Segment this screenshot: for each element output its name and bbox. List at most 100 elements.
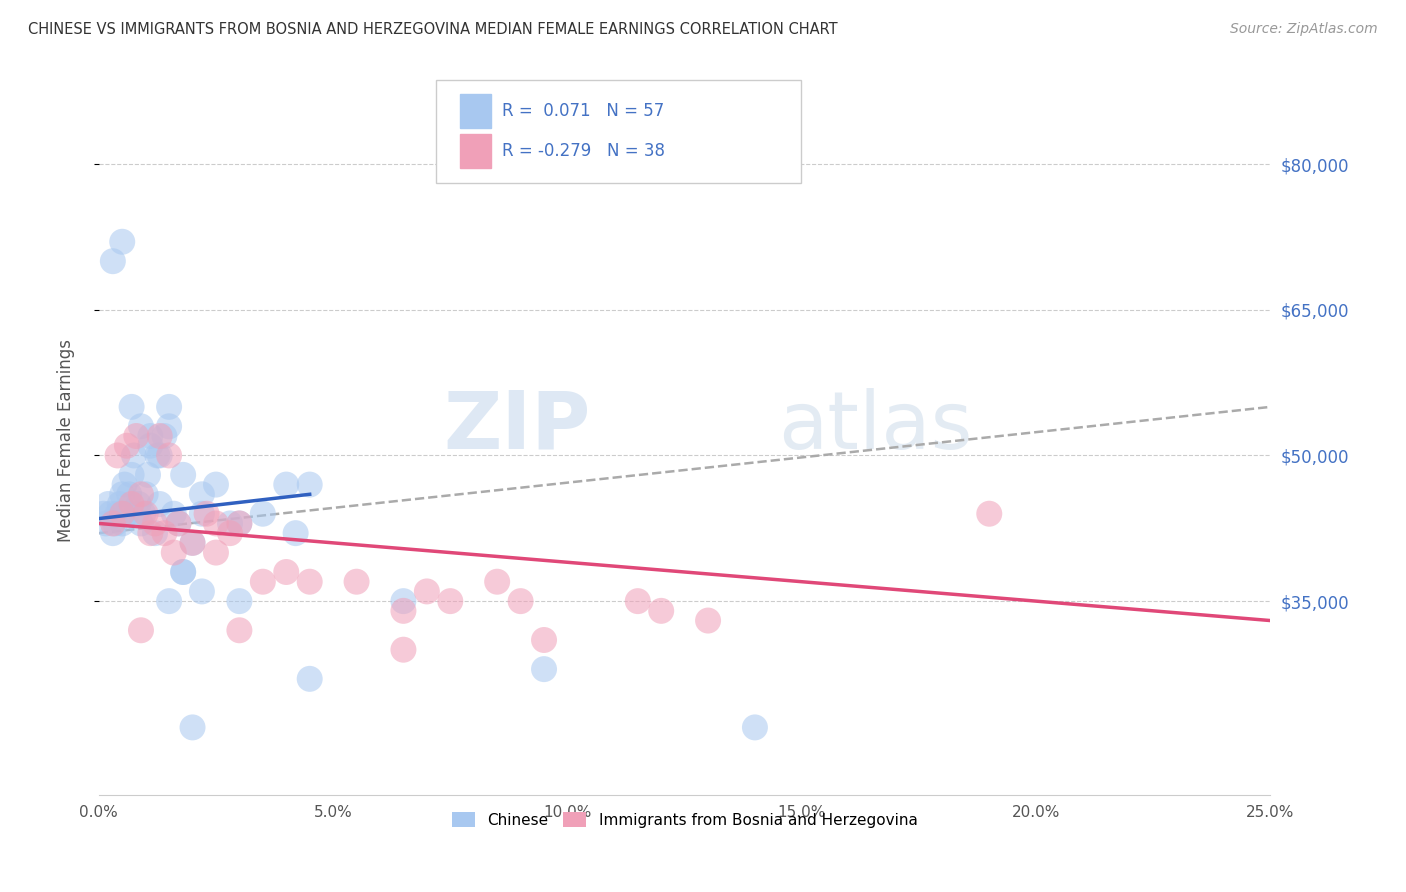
Point xyxy=(139,429,162,443)
Point xyxy=(125,429,148,443)
Point xyxy=(129,487,152,501)
Point xyxy=(627,594,650,608)
Point xyxy=(744,720,766,734)
Point xyxy=(129,419,152,434)
Point xyxy=(157,419,180,434)
Point xyxy=(111,516,134,531)
Point xyxy=(146,449,169,463)
Text: R =  0.071   N = 57: R = 0.071 N = 57 xyxy=(502,102,664,120)
Point xyxy=(167,516,190,531)
Point xyxy=(129,516,152,531)
Point xyxy=(115,439,138,453)
Point xyxy=(135,507,157,521)
Point xyxy=(228,516,250,531)
Point xyxy=(143,526,166,541)
Point xyxy=(108,497,131,511)
Point xyxy=(104,516,127,531)
Point xyxy=(114,477,136,491)
Point xyxy=(228,516,250,531)
Point xyxy=(157,400,180,414)
Point xyxy=(132,507,155,521)
Point xyxy=(219,526,242,541)
Point xyxy=(163,507,186,521)
Point xyxy=(392,594,415,608)
Point xyxy=(298,672,321,686)
Point xyxy=(149,497,172,511)
Point xyxy=(650,604,672,618)
Point xyxy=(533,632,555,647)
Point xyxy=(195,507,218,521)
Point xyxy=(172,565,194,579)
Point xyxy=(205,477,228,491)
Text: atlas: atlas xyxy=(779,388,973,466)
Point xyxy=(101,526,124,541)
Point xyxy=(392,604,415,618)
Point xyxy=(392,642,415,657)
Point xyxy=(135,487,157,501)
Point xyxy=(191,584,214,599)
Text: R = -0.279   N = 38: R = -0.279 N = 38 xyxy=(502,142,665,160)
Point xyxy=(181,720,204,734)
Point xyxy=(486,574,509,589)
Point xyxy=(979,507,1001,521)
Point xyxy=(93,507,115,521)
Point xyxy=(284,526,307,541)
Point xyxy=(157,449,180,463)
Point xyxy=(181,536,204,550)
Point xyxy=(219,516,242,531)
Point xyxy=(346,574,368,589)
Point xyxy=(439,594,461,608)
Point xyxy=(111,235,134,249)
Legend: Chinese, Immigrants from Bosnia and Herzegovina: Chinese, Immigrants from Bosnia and Herz… xyxy=(446,805,924,834)
Point xyxy=(205,545,228,559)
Point xyxy=(228,594,250,608)
Point xyxy=(143,516,166,531)
Point xyxy=(416,584,439,599)
Point xyxy=(157,594,180,608)
Point xyxy=(276,477,298,491)
Point xyxy=(115,507,138,521)
Point xyxy=(118,487,141,501)
Point xyxy=(533,662,555,676)
Point xyxy=(167,516,190,531)
Point xyxy=(122,449,145,463)
Point xyxy=(298,477,321,491)
Point xyxy=(252,507,274,521)
Point xyxy=(107,449,129,463)
Point xyxy=(139,526,162,541)
Point xyxy=(252,574,274,589)
Point xyxy=(136,467,159,482)
Text: Source: ZipAtlas.com: Source: ZipAtlas.com xyxy=(1230,22,1378,37)
Y-axis label: Median Female Earnings: Median Female Earnings xyxy=(58,339,75,542)
Point xyxy=(101,516,124,531)
Point xyxy=(149,449,172,463)
Point xyxy=(139,439,162,453)
Text: CHINESE VS IMMIGRANTS FROM BOSNIA AND HERZEGOVINA MEDIAN FEMALE EARNINGS CORRELA: CHINESE VS IMMIGRANTS FROM BOSNIA AND HE… xyxy=(28,22,838,37)
Point xyxy=(276,565,298,579)
Point xyxy=(163,545,186,559)
Point xyxy=(153,526,176,541)
Point xyxy=(509,594,531,608)
Point xyxy=(107,507,129,521)
Point xyxy=(149,429,172,443)
Point xyxy=(697,614,720,628)
Point xyxy=(172,565,194,579)
Point xyxy=(298,574,321,589)
Point xyxy=(97,497,120,511)
Point xyxy=(111,507,134,521)
Point xyxy=(172,467,194,482)
Point xyxy=(94,516,117,531)
Point xyxy=(125,507,148,521)
Point xyxy=(129,624,152,638)
Point xyxy=(100,507,122,521)
Point xyxy=(121,400,143,414)
Point xyxy=(101,254,124,268)
Point xyxy=(181,536,204,550)
Point xyxy=(191,487,214,501)
Point xyxy=(205,516,228,531)
Point xyxy=(153,429,176,443)
Point xyxy=(121,497,143,511)
Point xyxy=(191,507,214,521)
Point xyxy=(121,467,143,482)
Point xyxy=(228,624,250,638)
